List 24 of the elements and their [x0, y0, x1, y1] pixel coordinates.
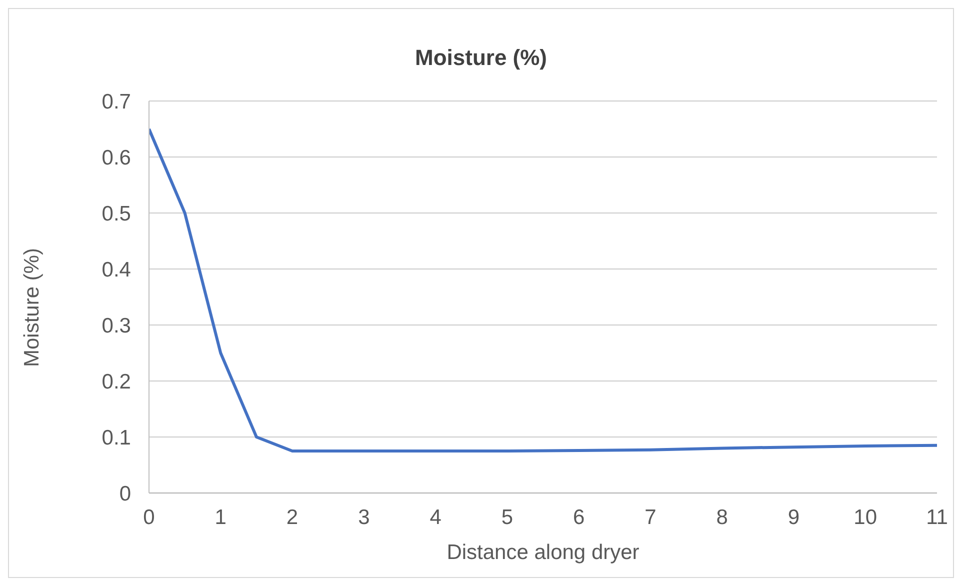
y-tick-label: 0.5: [102, 202, 131, 226]
x-tick-label: 0: [143, 506, 155, 529]
x-tick-label: 8: [716, 506, 728, 529]
y-tick-label: 0.4: [102, 258, 132, 282]
y-tick-label: 0.2: [102, 370, 131, 394]
x-tick-label: 4: [430, 506, 442, 529]
x-tick-label: 10: [854, 506, 878, 529]
y-tick-label: 0.6: [102, 146, 131, 170]
x-tick-label: 9: [788, 506, 800, 529]
x-tick-label: 11: [926, 506, 948, 529]
y-tick-label: 0: [119, 482, 131, 506]
x-tick-label: 7: [644, 506, 656, 529]
x-tick-label: 6: [572, 506, 585, 529]
x-tick-label: 3: [358, 506, 370, 529]
line-series: [149, 128, 937, 452]
x-tick-label: 2: [286, 506, 298, 529]
y-tick-label: 0.1: [102, 426, 131, 450]
y-tick-label: 0.3: [102, 314, 131, 338]
y-axis-title: Moisture (%): [20, 248, 44, 367]
x-tick-label: 1: [214, 506, 226, 529]
x-tick-label: 5: [501, 506, 514, 529]
y-tick-label: 0.7: [102, 90, 131, 114]
chart-title: Moisture (%): [414, 45, 548, 71]
x-axis-title: Distance along dryer: [446, 541, 640, 564]
